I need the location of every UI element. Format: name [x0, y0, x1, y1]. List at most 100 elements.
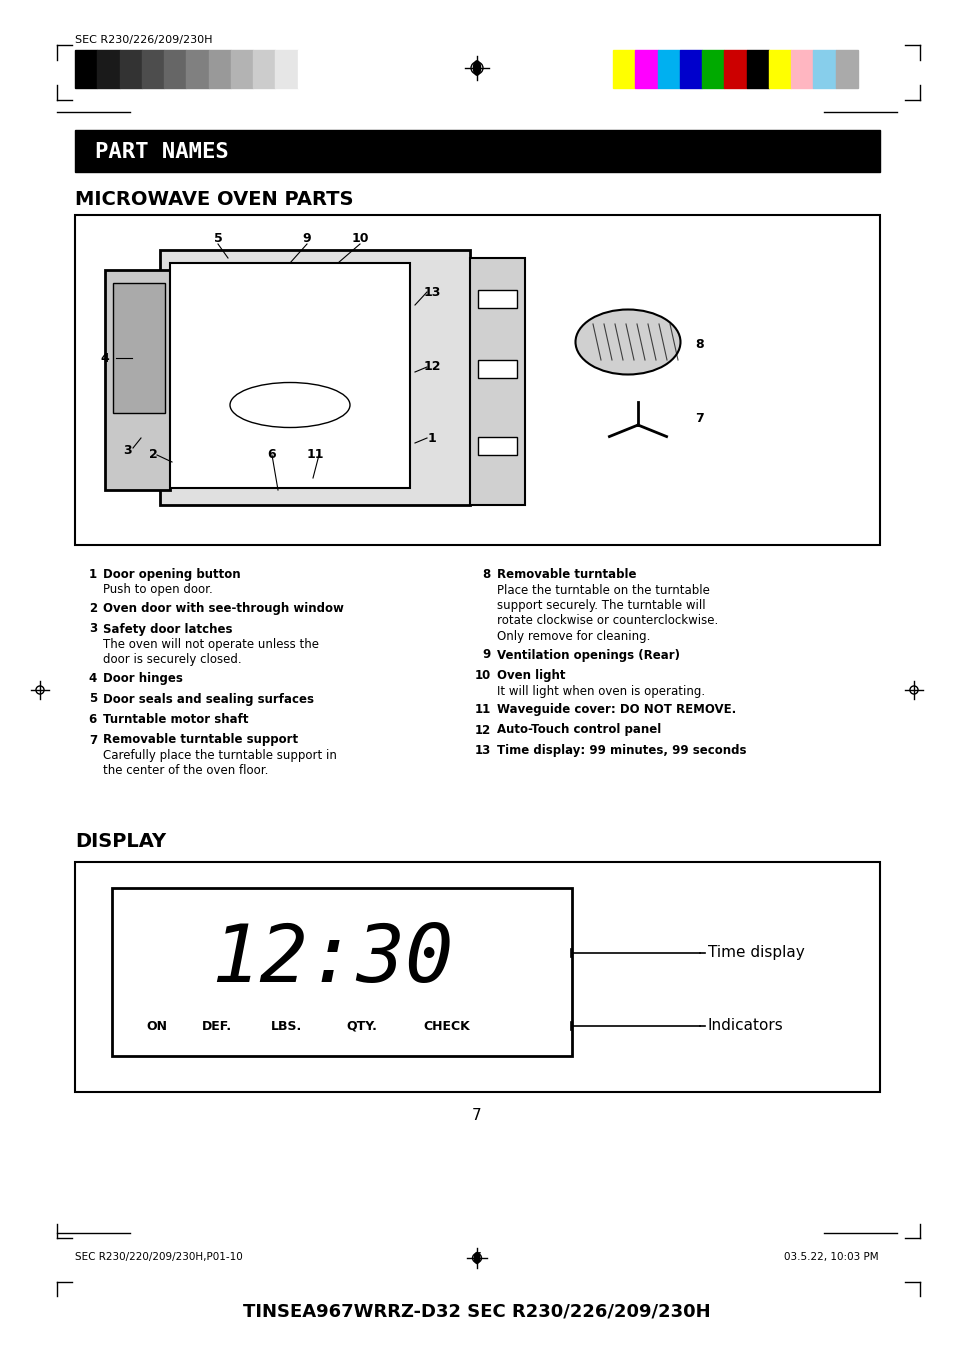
Text: MICROWAVE OVEN PARTS: MICROWAVE OVEN PARTS	[75, 190, 354, 209]
Text: Time display: Time display	[707, 945, 804, 961]
Text: SEC R230/220/209/230H,P01-10: SEC R230/220/209/230H,P01-10	[75, 1252, 242, 1262]
Bar	[813, 50, 835, 88]
Text: 3: 3	[89, 623, 97, 635]
Text: 11: 11	[475, 704, 491, 716]
Text: 1: 1	[427, 431, 436, 445]
Text: 12: 12	[423, 360, 440, 373]
Text: 13: 13	[423, 286, 440, 298]
Text: Safety door latches: Safety door latches	[103, 623, 233, 635]
Text: 2: 2	[149, 449, 157, 461]
Text: Ventilation openings (Rear): Ventilation openings (Rear)	[497, 648, 679, 662]
Bar	[275, 50, 297, 88]
Text: 11: 11	[306, 449, 323, 461]
Text: QTY.: QTY.	[346, 1019, 377, 1033]
Ellipse shape	[230, 383, 350, 427]
Text: 7: 7	[472, 1108, 481, 1123]
Text: 8: 8	[482, 568, 491, 581]
Text: 8: 8	[695, 338, 703, 352]
Text: PART NAMES: PART NAMES	[95, 142, 229, 162]
Text: 4: 4	[100, 352, 110, 364]
Text: door is securely closed.: door is securely closed.	[103, 654, 241, 666]
Bar	[635, 50, 657, 88]
Text: The oven will not operate unless the: The oven will not operate unless the	[103, 638, 318, 651]
Bar	[613, 50, 635, 88]
Text: ON: ON	[147, 1019, 168, 1033]
Text: 10: 10	[475, 669, 491, 682]
Text: 5: 5	[213, 232, 222, 244]
Text: CHECK: CHECK	[423, 1019, 470, 1033]
Bar	[170, 263, 410, 488]
Text: 6: 6	[89, 713, 97, 727]
Text: Door seals and sealing surfaces: Door seals and sealing surfaces	[103, 693, 314, 705]
Text: Auto-Touch control panel: Auto-Touch control panel	[497, 724, 660, 736]
Text: Indicators: Indicators	[707, 1019, 783, 1034]
Text: Push to open door.: Push to open door.	[103, 584, 213, 597]
Text: 2: 2	[89, 603, 97, 615]
Bar	[657, 50, 679, 88]
Bar	[75, 129, 879, 173]
Ellipse shape	[473, 61, 480, 75]
Text: 4: 4	[89, 673, 97, 685]
Text: 12: 12	[475, 724, 491, 736]
Bar	[768, 50, 790, 88]
Text: Oven door with see-through window: Oven door with see-through window	[103, 603, 343, 615]
Text: 9: 9	[482, 648, 491, 662]
Bar	[253, 50, 275, 88]
Bar	[477, 360, 517, 377]
Ellipse shape	[575, 310, 679, 375]
Bar	[723, 50, 746, 88]
Text: DEF.: DEF.	[202, 1019, 232, 1033]
Bar	[105, 270, 170, 491]
Text: Only remove for cleaning.: Only remove for cleaning.	[497, 630, 650, 643]
Bar	[75, 861, 879, 1092]
Text: Turntable motor shaft: Turntable motor shaft	[103, 713, 248, 727]
Text: 7: 7	[89, 733, 97, 747]
Bar	[746, 50, 768, 88]
Text: 3: 3	[124, 443, 132, 457]
Bar	[119, 50, 142, 88]
Text: 9: 9	[302, 232, 311, 244]
Text: Carefully place the turntable support in: Carefully place the turntable support in	[103, 749, 336, 762]
Text: support securely. The turntable will: support securely. The turntable will	[497, 599, 705, 612]
Text: It will light when oven is operating.: It will light when oven is operating.	[497, 685, 704, 697]
Bar	[142, 50, 164, 88]
Bar	[679, 50, 701, 88]
Bar	[112, 283, 165, 412]
Text: Oven light: Oven light	[497, 669, 565, 682]
Bar	[701, 50, 723, 88]
Bar	[112, 888, 572, 1055]
Bar	[97, 50, 119, 88]
Text: TINSEA967WRRZ-D32 SEC R230/226/209/230H: TINSEA967WRRZ-D32 SEC R230/226/209/230H	[243, 1304, 710, 1321]
Text: Removable turntable support: Removable turntable support	[103, 733, 297, 747]
Text: Waveguide cover: DO NOT REMOVE.: Waveguide cover: DO NOT REMOVE.	[497, 704, 736, 716]
Bar	[231, 50, 253, 88]
Text: 1: 1	[89, 568, 97, 581]
Bar	[164, 50, 186, 88]
Bar	[186, 50, 209, 88]
Bar	[477, 290, 517, 307]
Bar	[790, 50, 813, 88]
Bar	[477, 437, 517, 456]
Text: the center of the oven floor.: the center of the oven floor.	[103, 764, 268, 778]
Bar	[470, 257, 524, 506]
Text: DISPLAY: DISPLAY	[75, 832, 166, 851]
Ellipse shape	[474, 1252, 479, 1263]
Text: Place the turntable on the turntable: Place the turntable on the turntable	[497, 584, 709, 597]
Text: 7: 7	[695, 411, 703, 425]
Text: Time display: 99 minutes, 99 seconds: Time display: 99 minutes, 99 seconds	[497, 744, 745, 758]
Text: 5: 5	[89, 693, 97, 705]
Text: 7: 7	[474, 1252, 479, 1262]
Bar	[835, 50, 857, 88]
Text: 12:30: 12:30	[211, 921, 453, 999]
Bar	[160, 249, 470, 506]
Text: 6: 6	[268, 449, 276, 461]
Text: rotate clockwise or counterclockwise.: rotate clockwise or counterclockwise.	[497, 615, 718, 628]
Text: 03.5.22, 10:03 PM: 03.5.22, 10:03 PM	[783, 1252, 878, 1262]
Bar	[75, 50, 97, 88]
Text: LBS.: LBS.	[271, 1019, 302, 1033]
Bar	[209, 50, 231, 88]
Text: Removable turntable: Removable turntable	[497, 568, 636, 581]
Bar	[75, 214, 879, 545]
Text: SEC R230/226/209/230H: SEC R230/226/209/230H	[75, 35, 213, 44]
Bar	[297, 50, 319, 88]
